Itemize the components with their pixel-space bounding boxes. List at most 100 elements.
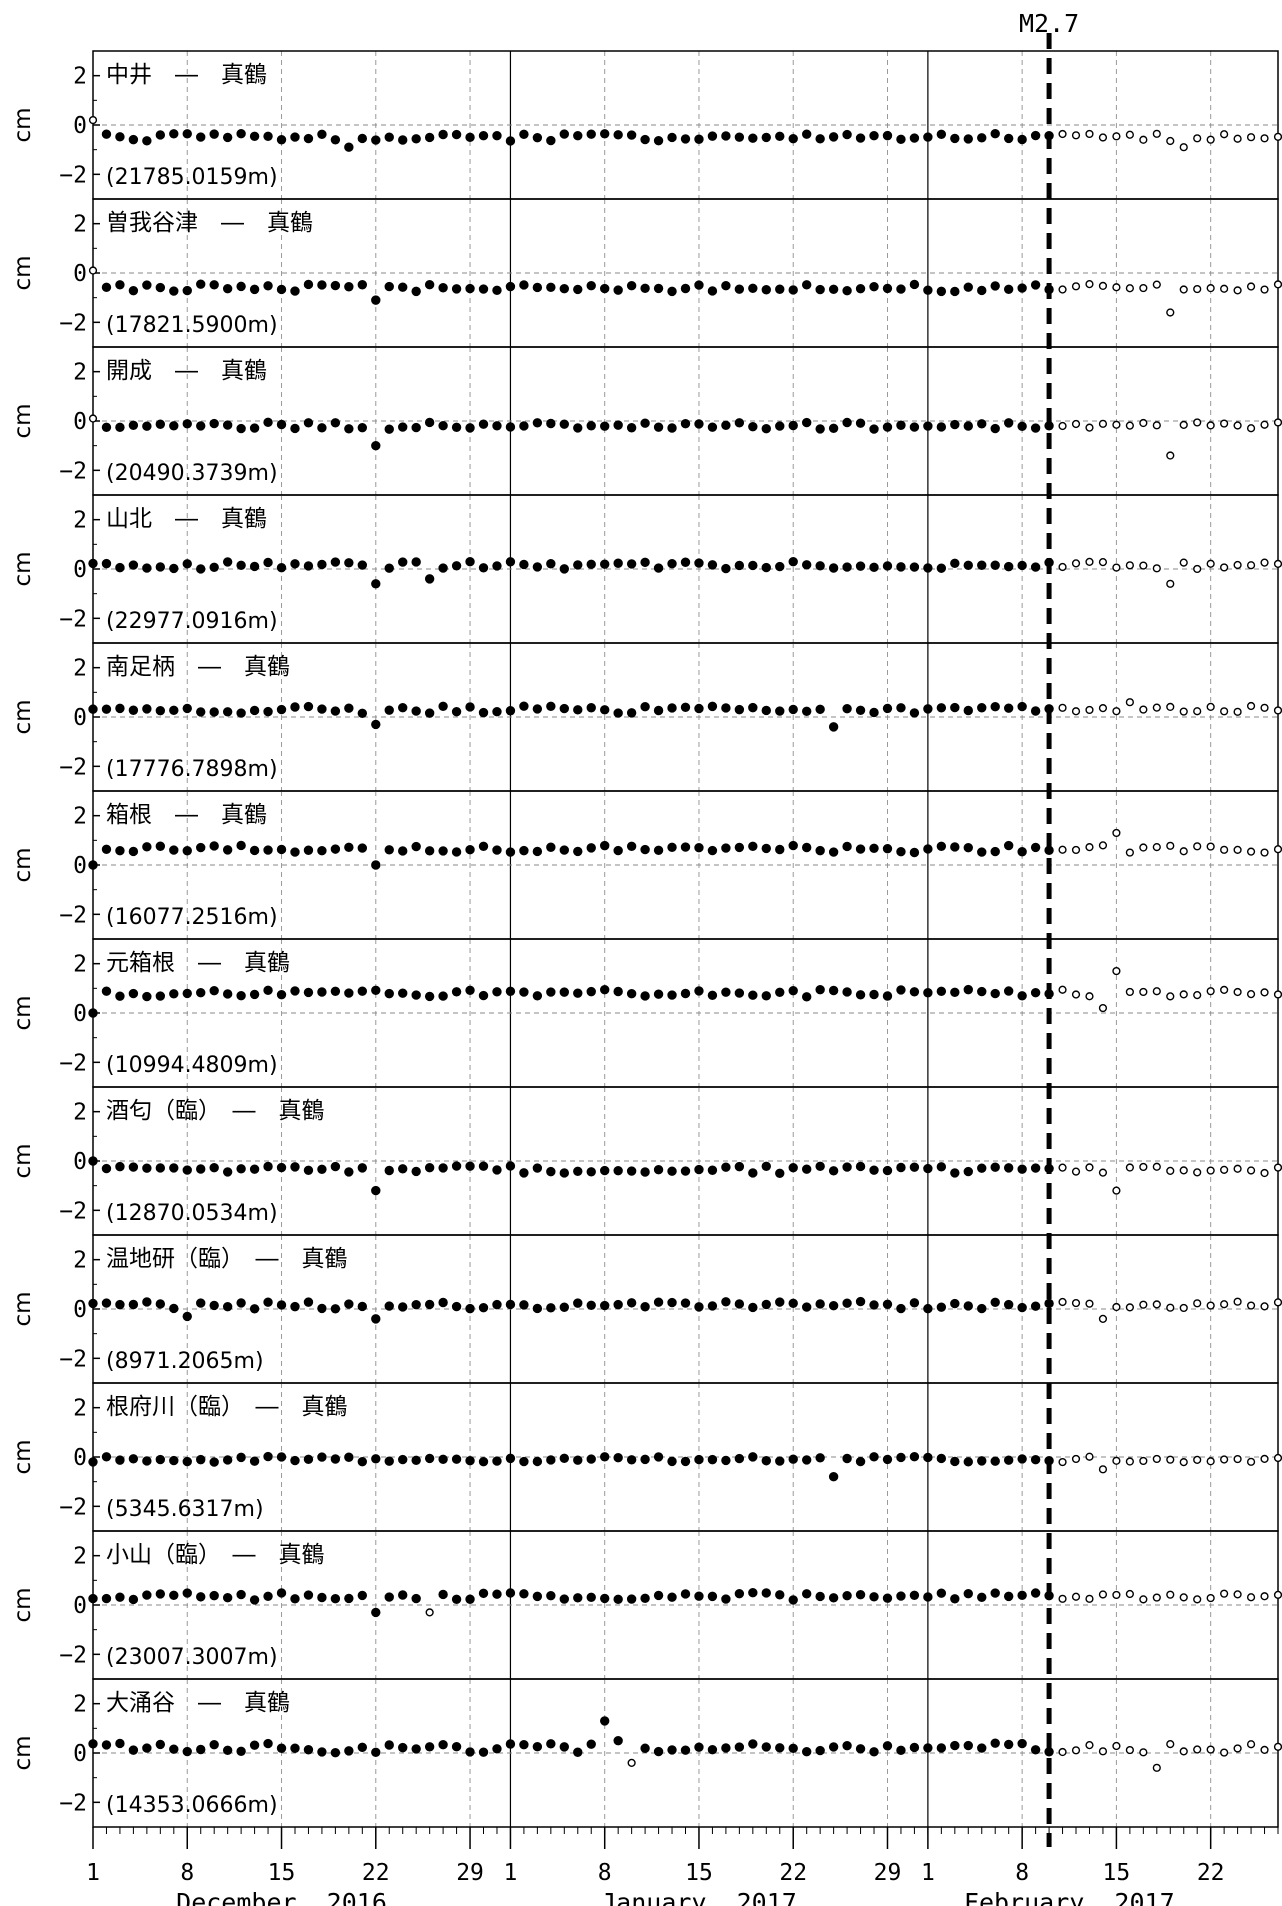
data-point [384, 281, 394, 292]
data-point [626, 130, 637, 140]
data-point [519, 280, 529, 290]
data-point [290, 986, 300, 996]
data-point [721, 1297, 731, 1307]
data-point [290, 1594, 300, 1604]
data-point [1125, 1745, 1134, 1755]
data-point [855, 283, 866, 294]
data-point [923, 704, 933, 714]
data-point [532, 132, 543, 143]
data-point [815, 561, 825, 571]
data-point [169, 1590, 179, 1600]
data-point [505, 1739, 516, 1749]
data-point [761, 1742, 771, 1752]
data-point [936, 1162, 947, 1172]
data-point [1152, 1454, 1161, 1464]
data-point [249, 1595, 260, 1605]
data-point [801, 1164, 812, 1174]
data-point [492, 1165, 502, 1175]
data-point [1098, 133, 1108, 142]
data-point [438, 1589, 448, 1600]
data-point [196, 132, 206, 142]
data-point [478, 1747, 489, 1757]
data-point [1003, 284, 1014, 294]
data-point [1273, 1453, 1282, 1463]
data-point [209, 1590, 219, 1601]
data-point [546, 135, 556, 146]
data-point [734, 132, 745, 142]
data-point [909, 133, 920, 143]
data-point [653, 422, 664, 432]
data-point [626, 841, 637, 852]
data-point [573, 130, 583, 141]
x-tick-label: 15 [1103, 1860, 1131, 1886]
data-point [680, 702, 691, 712]
data-point [801, 1589, 812, 1599]
data-point [263, 1591, 273, 1601]
y-tick-label: 0 [73, 261, 87, 287]
x-tick-label: 29 [874, 1860, 902, 1886]
data-point [1273, 559, 1282, 568]
data-point [424, 1163, 435, 1173]
data-point [263, 417, 273, 428]
data-point [600, 1452, 610, 1462]
y-tick-label: 2 [73, 656, 87, 682]
data-point [990, 1162, 1000, 1172]
data-point [828, 423, 839, 433]
data-point [775, 131, 785, 142]
data-point [1112, 563, 1121, 572]
data-point [734, 560, 745, 571]
data-point [573, 1747, 583, 1757]
data-point [209, 418, 219, 429]
y-tick-label: 2 [73, 1100, 87, 1126]
data-point [88, 1739, 98, 1749]
panel-distance: (21785.0159m) [106, 165, 278, 190]
data-point [465, 1594, 475, 1604]
data-point [1112, 1590, 1121, 1600]
panel-distance: (5345.6317m) [106, 1497, 264, 1522]
data-point [1246, 561, 1256, 570]
data-point [828, 132, 839, 142]
data-point [869, 1452, 879, 1462]
data-point [801, 1302, 812, 1312]
y-tick-label: 0 [73, 853, 87, 879]
data-point [1071, 990, 1081, 999]
data-point [882, 283, 893, 294]
data-point [209, 841, 219, 851]
data-point [478, 990, 489, 1001]
data-point [586, 1167, 596, 1177]
data-point [667, 423, 677, 433]
data-point [451, 1594, 462, 1604]
data-point [101, 422, 112, 432]
panel-10: 2 0 −2 cm 根府川（臨） ― 真鶴 (5345.6317m) [10, 1382, 1282, 1532]
data-point [1071, 707, 1081, 716]
data-point [748, 990, 758, 1000]
data-point [451, 422, 462, 432]
data-point [977, 419, 987, 429]
data-point [398, 1164, 408, 1174]
data-point [815, 984, 825, 995]
data-point [303, 845, 314, 855]
data-point [1125, 421, 1134, 430]
y-tick-label: 0 [73, 1593, 87, 1619]
data-point [451, 706, 462, 717]
data-point [1071, 1298, 1081, 1308]
data-point [88, 558, 98, 569]
data-point [411, 557, 421, 567]
data-point [1260, 134, 1269, 143]
data-point [788, 133, 798, 144]
data-point [667, 842, 677, 853]
data-point [519, 1589, 529, 1599]
data-point [559, 129, 570, 139]
data-point [1017, 1454, 1027, 1464]
data-point [977, 1303, 987, 1314]
data-point [317, 1164, 327, 1174]
data-point [182, 988, 192, 999]
data-point [1260, 848, 1269, 857]
data-point [1166, 1166, 1175, 1175]
data-point [923, 988, 933, 998]
data-point [128, 705, 139, 715]
data-point [761, 562, 771, 573]
data-point [950, 133, 960, 144]
data-point [1260, 1745, 1269, 1754]
data-point [1112, 283, 1121, 292]
